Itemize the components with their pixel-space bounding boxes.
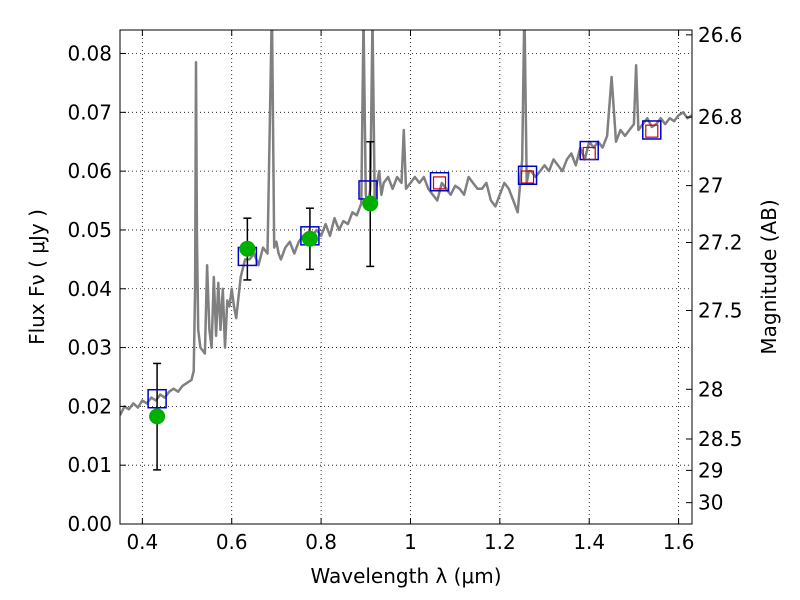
- y-tick-label: 0.08: [67, 42, 112, 66]
- x-tick-label: 1.2: [484, 530, 516, 554]
- predicted-box-marker: [582, 146, 596, 161]
- x-axis-label: Wavelength λ (μm): [310, 564, 501, 588]
- x-tick-label: 0.4: [126, 530, 158, 554]
- observed-point-layer: [149, 195, 379, 425]
- y2-tick-label: 27.2: [698, 231, 743, 255]
- observed-point: [239, 240, 256, 257]
- observed-point: [362, 195, 379, 212]
- observed-point: [149, 408, 166, 425]
- predicted-box-marker: [645, 124, 659, 138]
- y-axis-label: Flux Fν ( μJy ): [25, 209, 49, 345]
- y2-tick-label: 26.6: [698, 23, 743, 47]
- y2-tick-label: 28: [698, 377, 723, 401]
- x-axis-ticks: 0.4 0.6 0.8 1 1.2 1.4 1.6: [126, 30, 695, 554]
- y-tick-label: 0.02: [67, 394, 112, 418]
- y-axis-ticks: 0.00 0.01 0.02 0.03 0.04 0.05 0.06 0.07 0.08: [67, 42, 126, 536]
- predicted-box-marker: [432, 176, 447, 190]
- y2-axis-label: Magnitude (AB): [757, 199, 781, 354]
- model-box-marker: [517, 165, 538, 186]
- model-box-marker: [147, 388, 167, 409]
- y-tick-label: 0.07: [67, 100, 112, 124]
- y2-tick-label: 28.5: [698, 427, 743, 451]
- y2-tick-label: 26.8: [698, 105, 743, 129]
- y-tick-label: 0.00: [67, 512, 112, 536]
- predicted-box-marker: [520, 170, 535, 184]
- x-tick-label: 0.8: [305, 530, 337, 554]
- x-tick-label: 1.4: [573, 530, 605, 554]
- observed-point: [301, 230, 318, 247]
- y-tick-label: 0.01: [67, 453, 112, 477]
- y-tick-label: 0.03: [67, 336, 112, 360]
- model-box-marker: [429, 171, 450, 192]
- y2-axis-ticks: 26.6 26.8 27 27.2 27.5 28 28.5 29 30: [686, 23, 743, 515]
- y-tick-label: 0.04: [67, 277, 112, 301]
- x-tick-label: 1.6: [663, 530, 695, 554]
- y2-tick-label: 29: [698, 458, 723, 482]
- plot-frame: [119, 29, 693, 525]
- y-tick-label: 0.06: [67, 159, 112, 183]
- y2-tick-label: 27.5: [698, 298, 743, 322]
- y2-tick-label: 27: [698, 174, 723, 198]
- y2-tick-label: 30: [698, 491, 723, 515]
- x-tick-label: 0.6: [216, 530, 248, 554]
- x-tick-label: 1: [404, 530, 417, 554]
- model-box-marker: [642, 120, 662, 140]
- y-tick-label: 0.05: [67, 218, 112, 242]
